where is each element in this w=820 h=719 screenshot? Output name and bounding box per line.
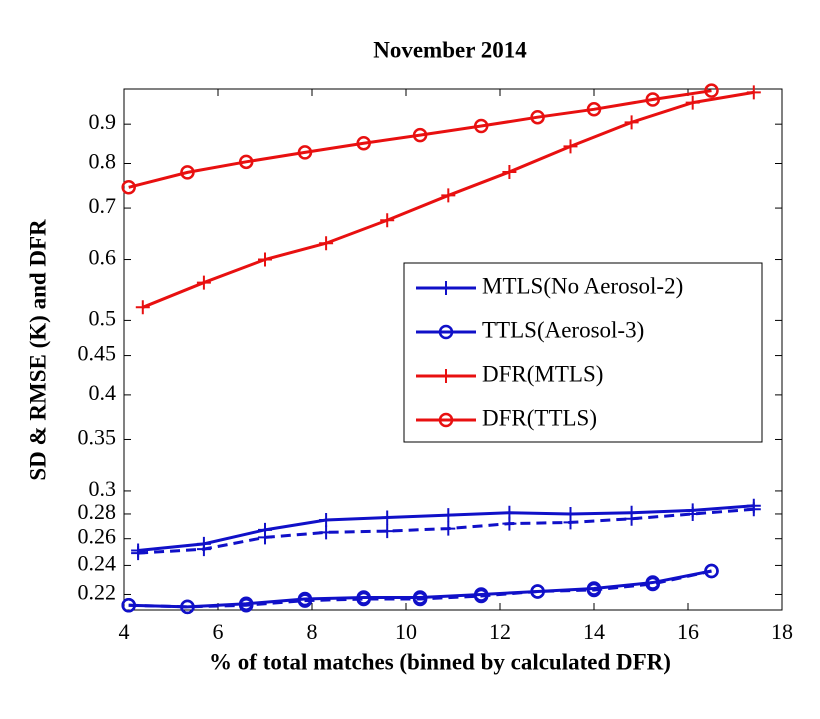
marker [180, 165, 195, 180]
marker [356, 591, 371, 607]
marker [438, 324, 454, 340]
marker [356, 136, 371, 151]
y-tick-label: 0.45 [78, 341, 117, 366]
marker [746, 85, 761, 100]
marker [704, 83, 719, 98]
marker [180, 599, 195, 615]
marker [685, 95, 700, 110]
marker [135, 300, 150, 315]
marker [645, 92, 660, 107]
y-tick-label: 0.5 [89, 305, 117, 330]
marker [196, 542, 211, 557]
marker [121, 598, 136, 613]
legend: MTLS(No Aerosol-2) TTLS(Aerosol-3) DFR(MTL… [403, 262, 763, 443]
x-axis-label: % of total matches (binned by calculated… [209, 649, 671, 674]
x-tick-label: 8 [307, 619, 318, 644]
x-tick-label: 6 [213, 619, 224, 644]
legend-label: MTLS(No Aerosol-2) [482, 273, 683, 298]
marker [473, 118, 489, 134]
marker [297, 145, 313, 160]
marker [412, 127, 428, 143]
marker [563, 515, 578, 530]
marker [685, 506, 700, 521]
y-tick-label: 0.22 [78, 580, 117, 605]
x-tick-label: 10 [395, 619, 417, 644]
y-tick-label: 0.9 [89, 109, 117, 134]
marker [441, 188, 456, 203]
marker [380, 213, 395, 228]
chart-title: November 2014 [373, 37, 527, 62]
marker [319, 512, 334, 527]
marker [131, 546, 146, 561]
y-axis-label: SD & RMSE (K) and DFR [25, 219, 50, 481]
legend-label: DFR(TTLS) [482, 405, 597, 430]
marker [645, 576, 660, 592]
legend-label: DFR(MTLS) [482, 361, 603, 386]
marker [258, 252, 272, 267]
marker [586, 582, 602, 598]
y-tick-label: 0.24 [78, 550, 117, 575]
x-tick-label: 4 [119, 619, 130, 644]
marker [380, 524, 395, 539]
y-tick-label: 0.7 [89, 193, 117, 218]
marker [412, 591, 428, 607]
marker [624, 511, 639, 526]
marker [196, 275, 211, 290]
marker [704, 563, 719, 579]
y-tick-label: 0.28 [78, 499, 117, 524]
marker [502, 516, 517, 531]
marker [297, 593, 313, 608]
marker [624, 115, 639, 130]
legend-box [403, 262, 763, 443]
x-tick-label: 18 [771, 619, 793, 644]
marker [473, 588, 489, 604]
y-tick-label: 0.8 [89, 149, 117, 174]
y-tick-label: 0.4 [89, 380, 117, 405]
y-tick-label: 0.3 [89, 476, 117, 501]
marker [238, 154, 254, 170]
x-tick-label: 16 [677, 619, 699, 644]
marker [439, 369, 453, 383]
marker [441, 521, 456, 536]
marker [530, 109, 545, 125]
marker [258, 530, 272, 545]
legend-label: TTLS(Aerosol-3) [482, 317, 644, 342]
marker [439, 281, 453, 295]
marker [319, 236, 334, 251]
y-tick-label: 0.26 [78, 524, 117, 549]
x-tick-label: 12 [489, 619, 511, 644]
marker [438, 412, 454, 428]
marker [530, 584, 545, 599]
marker [380, 510, 395, 525]
marker [319, 525, 334, 540]
y-tick-label: 0.35 [78, 425, 117, 450]
marker [238, 598, 254, 613]
marker [441, 508, 456, 523]
marker [563, 139, 578, 154]
x-tick-label: 14 [583, 619, 605, 644]
plot-frame [123, 88, 783, 611]
marker [586, 102, 602, 117]
series-line [128, 89, 712, 189]
marker [121, 180, 136, 195]
y-tick-label: 0.6 [89, 245, 117, 270]
series-line [128, 569, 712, 609]
marker [502, 164, 517, 179]
marker [746, 502, 761, 517]
